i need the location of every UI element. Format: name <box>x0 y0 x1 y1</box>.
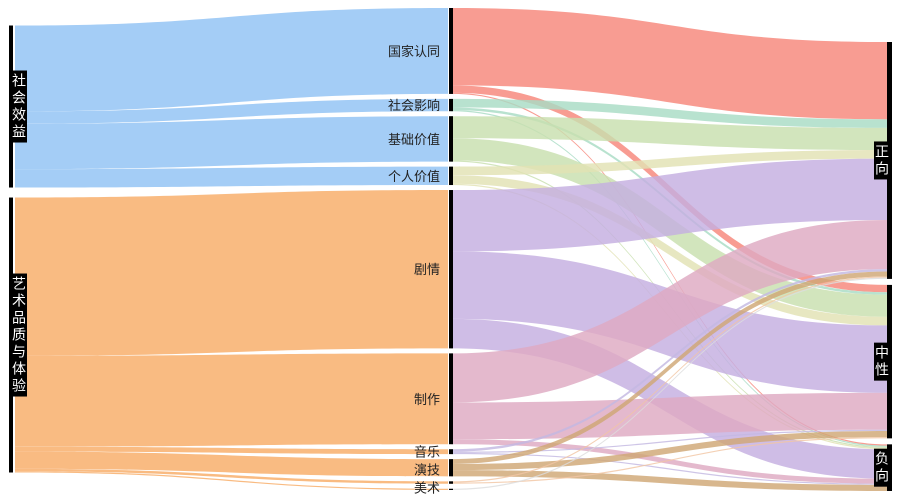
node-juqing <box>449 190 453 349</box>
link-juqing-pos <box>451 158 887 252</box>
node-shehui-label: 社会影响 <box>388 98 440 114</box>
node-yinyue-label: 音乐 <box>414 445 440 461</box>
link-art-fudaohua <box>15 471 448 490</box>
node-yinyue <box>449 449 453 455</box>
node-yanji-label: 演技 <box>414 463 440 479</box>
node-guojia <box>449 8 453 94</box>
node-meishu-label: 美术 <box>414 482 440 497</box>
node-meishu <box>449 481 453 484</box>
node-shehui <box>449 98 453 112</box>
link-social-jichu <box>15 116 448 170</box>
link-yinyue-neg <box>451 452 887 485</box>
link-social-geren <box>15 166 448 188</box>
link-art-zhizuo <box>15 353 448 447</box>
node-jichu <box>449 116 453 162</box>
node-jichu-label: 基础价值 <box>388 132 440 148</box>
node-yanji <box>449 459 453 477</box>
link-guojia-pos <box>451 8 887 120</box>
node-neu-label: 中性 <box>875 346 889 379</box>
link-geren-pos <box>451 150 887 176</box>
node-geren-label: 个人价值 <box>388 169 440 185</box>
link-geren-neu <box>451 175 887 326</box>
sankey-links <box>15 8 887 491</box>
node-art-label: 艺术品质与体验 <box>12 277 26 395</box>
link-social-shehui <box>15 98 448 124</box>
node-fudaohua <box>449 488 453 490</box>
node-neu-label-bg <box>874 342 890 381</box>
node-guojia-label: 国家认同 <box>388 44 440 60</box>
node-neg-label-bg <box>874 448 890 487</box>
node-geren <box>449 166 453 186</box>
link-art-meishu <box>15 468 448 484</box>
node-zhizuo-label: 制作 <box>414 393 440 408</box>
node-pos-label: 正向 <box>875 144 889 177</box>
link-jichu-pos <box>451 116 887 151</box>
link-meishu-pos <box>451 276 887 483</box>
link-guojia-neg <box>451 92 887 446</box>
link-yinyue-pos <box>451 269 887 452</box>
link-art-yinyue <box>15 446 448 455</box>
link-fudaohua-pos <box>451 277 887 490</box>
node-pos-label-bg <box>874 141 890 180</box>
node-juqing-label: 剧情 <box>414 263 440 278</box>
link-yanji-neu <box>451 430 887 471</box>
node-social-label-bg <box>11 70 27 143</box>
link-meishu-neu <box>451 437 887 484</box>
link-zhizuo-neu <box>451 392 887 440</box>
link-yanji-neg <box>451 470 887 491</box>
link-shehui-pos <box>451 98 887 128</box>
link-social-guojia <box>15 8 448 112</box>
node-neg-label: 负向 <box>875 452 889 485</box>
link-art-yanji <box>15 451 448 477</box>
node-art-label-bg <box>11 273 27 397</box>
node-social-label: 社会效益 <box>12 74 26 141</box>
link-yinyue-neu <box>451 429 887 453</box>
link-art-juqing <box>15 190 448 356</box>
link-shehui-neg <box>451 109 887 447</box>
node-zhizuo <box>449 353 453 445</box>
link-zhizuo-neg <box>451 439 887 484</box>
link-zhizuo-pos <box>451 219 887 403</box>
link-yanji-pos <box>451 271 887 465</box>
